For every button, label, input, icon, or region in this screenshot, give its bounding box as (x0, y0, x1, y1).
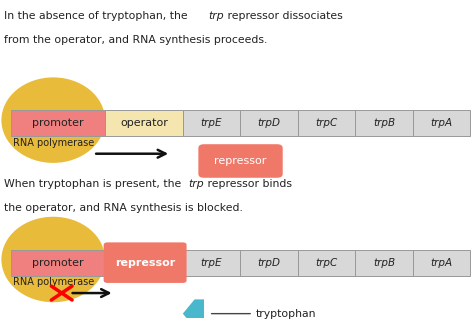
Text: When tryptophan is present, the: When tryptophan is present, the (4, 179, 184, 189)
Text: RNA polymerase: RNA polymerase (13, 138, 94, 148)
Text: trpD: trpD (257, 258, 281, 268)
FancyBboxPatch shape (413, 110, 470, 136)
FancyBboxPatch shape (298, 110, 356, 136)
Ellipse shape (1, 77, 105, 163)
Text: operator: operator (120, 118, 168, 128)
FancyBboxPatch shape (413, 250, 470, 276)
Text: trpE: trpE (201, 118, 222, 128)
Ellipse shape (1, 217, 105, 302)
Text: RNA polymerase: RNA polymerase (13, 277, 94, 287)
Text: the operator, and RNA synthesis is blocked.: the operator, and RNA synthesis is block… (4, 203, 243, 213)
Text: repressor dissociates: repressor dissociates (224, 11, 343, 21)
Text: from the operator, and RNA synthesis proceeds.: from the operator, and RNA synthesis pro… (4, 35, 267, 45)
Text: trpA: trpA (430, 258, 453, 268)
Text: trpB: trpB (373, 258, 395, 268)
Text: tryptophan: tryptophan (211, 308, 316, 319)
Text: trpE: trpE (201, 258, 222, 268)
Text: trpD: trpD (257, 118, 281, 128)
Text: repressor: repressor (214, 156, 267, 166)
Text: trp: trp (209, 11, 224, 21)
FancyBboxPatch shape (105, 250, 183, 276)
FancyBboxPatch shape (105, 110, 183, 136)
FancyBboxPatch shape (183, 250, 240, 276)
Text: trpC: trpC (315, 258, 337, 268)
FancyBboxPatch shape (104, 242, 187, 283)
Text: repressor binds: repressor binds (204, 179, 292, 189)
FancyBboxPatch shape (240, 110, 298, 136)
FancyBboxPatch shape (11, 250, 105, 276)
FancyBboxPatch shape (183, 110, 240, 136)
Text: promoter: promoter (32, 118, 84, 128)
Polygon shape (183, 299, 204, 321)
Text: trp: trp (189, 179, 204, 189)
FancyBboxPatch shape (356, 110, 413, 136)
FancyBboxPatch shape (240, 250, 298, 276)
Text: repressor: repressor (115, 258, 175, 268)
FancyBboxPatch shape (11, 110, 105, 136)
FancyBboxPatch shape (198, 144, 283, 178)
Text: trpB: trpB (373, 118, 395, 128)
Text: trpA: trpA (430, 118, 453, 128)
Text: operator: operator (120, 258, 168, 268)
FancyBboxPatch shape (298, 250, 356, 276)
Text: trpC: trpC (315, 118, 337, 128)
FancyBboxPatch shape (356, 250, 413, 276)
Text: In the absence of tryptophan, the: In the absence of tryptophan, the (4, 11, 191, 21)
Text: promoter: promoter (32, 258, 84, 268)
